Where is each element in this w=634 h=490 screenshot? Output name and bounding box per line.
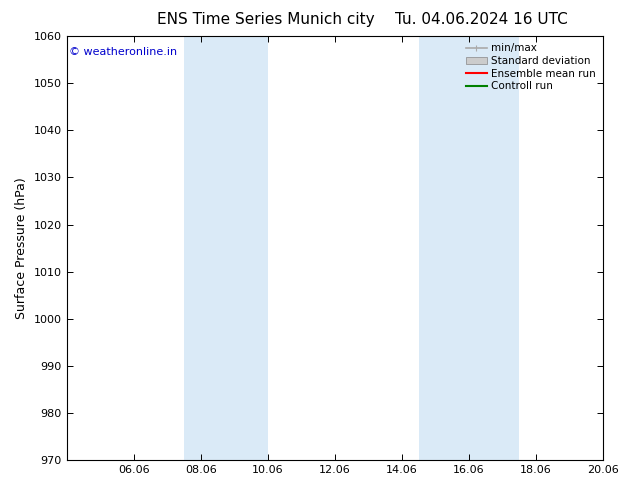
Bar [184, 36, 268, 460]
Text: © weatheronline.in: © weatheronline.in [69, 47, 178, 57]
Bar [418, 36, 519, 460]
Text: Tu. 04.06.2024 16 UTC: Tu. 04.06.2024 16 UTC [396, 12, 568, 27]
Legend: min/max, Standard deviation, Ensemble mean run, Controll run: min/max, Standard deviation, Ensemble me… [464, 41, 598, 93]
Y-axis label: Surface Pressure (hPa): Surface Pressure (hPa) [15, 177, 28, 319]
Text: ENS Time Series Munich city: ENS Time Series Munich city [157, 12, 375, 27]
